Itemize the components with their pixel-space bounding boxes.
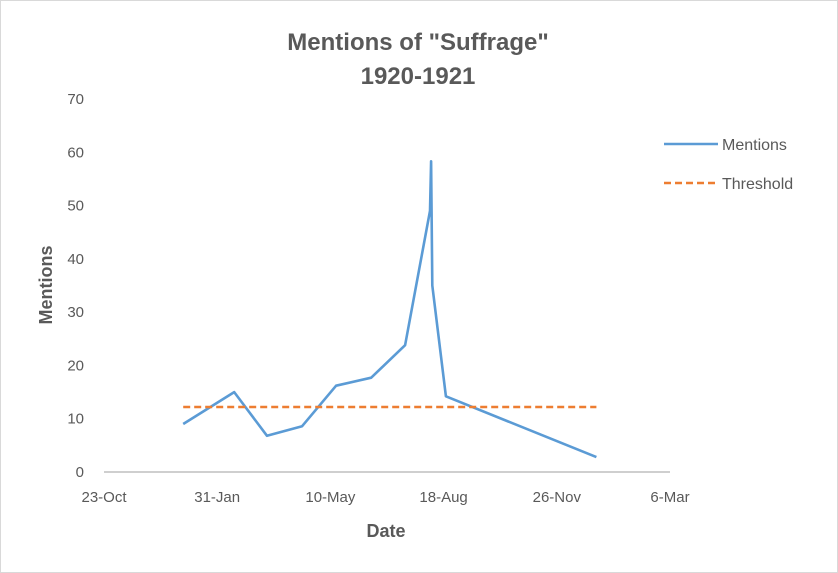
x-tick-label: 10-May bbox=[305, 489, 356, 506]
chart-title-line-1: Mentions of "Suffrage" bbox=[287, 29, 548, 56]
y-axis-tick-labels: 0 10 20 30 40 50 60 70 bbox=[67, 91, 84, 481]
legend: Mentions Threshold bbox=[664, 137, 793, 193]
y-tick-label: 50 bbox=[67, 198, 84, 215]
x-axis-title: Date bbox=[366, 521, 405, 541]
x-axis-tick-labels: 23-Oct 31-Jan 10-May 18-Aug 26-Nov 6-Mar bbox=[81, 489, 689, 506]
y-tick-label: 20 bbox=[67, 357, 84, 374]
y-tick-label: 30 bbox=[67, 304, 84, 321]
x-tick-label: 18-Aug bbox=[419, 489, 467, 506]
series-line-mentions bbox=[182, 160, 597, 459]
legend-label-threshold: Threshold bbox=[722, 176, 793, 193]
x-tick-label: 6-Mar bbox=[650, 489, 689, 506]
y-tick-label: 0 bbox=[76, 464, 84, 481]
y-tick-label: 60 bbox=[67, 144, 84, 161]
legend-label-mentions: Mentions bbox=[722, 137, 787, 154]
x-tick-label: 31-Jan bbox=[194, 489, 240, 506]
chart-title-line-2: 1920-1921 bbox=[361, 63, 476, 90]
y-axis-title: Mentions bbox=[36, 246, 56, 325]
x-tick-label: 23-Oct bbox=[81, 489, 127, 506]
x-tick-label: 26-Nov bbox=[533, 489, 582, 506]
y-tick-label: 40 bbox=[67, 251, 84, 268]
y-tick-label: 10 bbox=[67, 411, 84, 428]
y-tick-label: 70 bbox=[67, 91, 84, 108]
plot-area bbox=[182, 160, 597, 459]
